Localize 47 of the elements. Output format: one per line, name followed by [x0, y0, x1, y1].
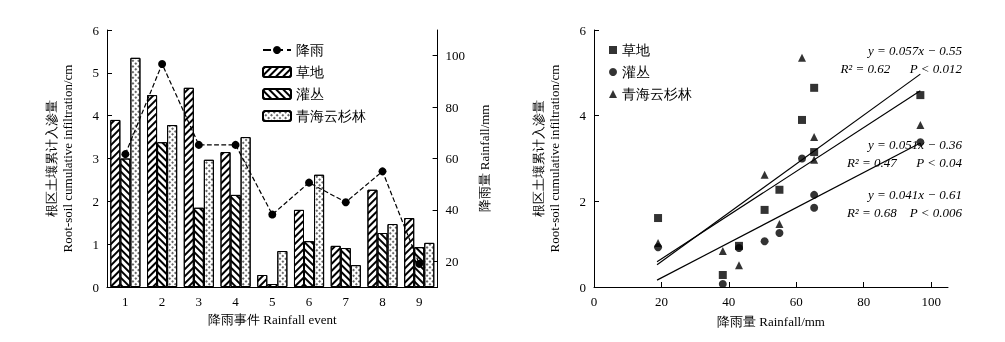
- legend-label: 降雨: [296, 42, 324, 58]
- y2-axis-title: 降雨量 Rainfall/mm: [476, 104, 492, 213]
- y2-tick-label: 100: [445, 48, 466, 64]
- y-tick-label: 1: [92, 236, 99, 252]
- x-tick-label: 100: [921, 294, 941, 309]
- annotation: y = 0.057x − 0.55: [865, 43, 963, 58]
- y-tick-label: 0: [92, 279, 99, 295]
- legend-label: 灌丛: [296, 86, 324, 102]
- x-tick-label: 20: [654, 294, 668, 309]
- x-tick-label: 80: [857, 294, 871, 309]
- y-tick-label: 4: [579, 108, 587, 124]
- y-tick-label: 2: [579, 193, 586, 209]
- y-tick-label: 6: [579, 22, 587, 38]
- legend-label: 青海云杉林: [296, 108, 366, 124]
- x-tick-label: 1: [122, 294, 129, 309]
- y2-tick-label: 80: [445, 99, 459, 115]
- x-tick-label: 6: [305, 294, 313, 309]
- y2-tick-label: 60: [445, 151, 459, 166]
- y-tick-label: 4: [92, 108, 100, 124]
- annotation: R² = 0.62 P < 0.012: [839, 61, 963, 76]
- y-axis-title: 根区土壤累计入渗量 Root-soil cumulative infiltration/cm: [43, 64, 75, 253]
- x-tick-label: 60: [789, 294, 803, 309]
- y-tick-label: 6: [92, 22, 100, 38]
- y2-tick-label: 20: [445, 253, 459, 269]
- x-tick-label: 8: [379, 294, 386, 309]
- y-tick-label: 3: [92, 151, 99, 166]
- y-tick-label: 2: [92, 193, 99, 209]
- annotation: R² = 0.68 P < 0.006: [845, 205, 963, 220]
- annotation: y = 0.041x − 0.61: [865, 187, 962, 202]
- y-tick-label: 5: [92, 65, 99, 81]
- y-tick-label: 0: [579, 279, 586, 295]
- y2-tick-label: 40: [445, 202, 459, 218]
- x-tick-label: 5: [269, 294, 276, 309]
- legend-label: 草地: [296, 64, 324, 80]
- x-tick-label: 2: [158, 294, 166, 309]
- legend-label: 青海云杉林: [622, 86, 692, 102]
- x-tick-label: 40: [722, 294, 736, 309]
- x-tick-label: 4: [232, 294, 240, 309]
- x-axis-title: 降雨事件 Rainfall event: [208, 312, 337, 327]
- legend-label: 灌丛: [622, 64, 650, 80]
- x-tick-label: 0: [590, 294, 598, 309]
- x-tick-label: 9: [415, 294, 423, 309]
- x-axis-title: 降雨量 Rainfall/mm: [717, 313, 825, 329]
- x-tick-label: 7: [342, 294, 350, 309]
- x-tick-label: 3: [195, 294, 203, 309]
- legend-label: 草地: [622, 42, 650, 58]
- y-axis-title: 根区土壤累计入渗量 Root-soil cumulative infiltration/cm: [530, 64, 562, 253]
